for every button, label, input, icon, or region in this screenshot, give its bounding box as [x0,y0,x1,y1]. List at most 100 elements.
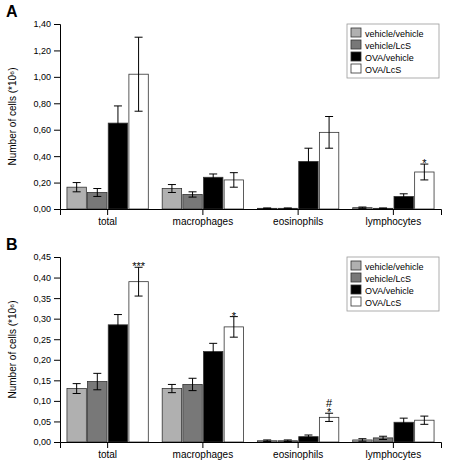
y-tick: 0,00 [33,204,60,214]
y-tick-mark [54,401,60,402]
error-bar-cap [400,193,408,194]
x-tick-label: eosinophils [273,216,323,227]
y-tick-label: 1,40 [33,19,51,29]
bar [183,194,202,209]
y-tick-mark [54,278,60,279]
significance-marker: * [422,157,427,169]
error-bar [284,207,292,209]
error-bar-cap [304,438,312,439]
legend-item: vehicle/LcS [351,40,411,51]
error-bar-cap [209,343,217,344]
legend-item: vehicle/vehicle [351,28,424,39]
x-axis: totalmacrophageseosinophilslymphocytes [61,442,442,460]
x-tick: eosinophils [273,209,323,227]
y-tick-label: 0,00 [33,437,51,447]
y-tick-mark [54,257,60,258]
error-bar-cap [284,441,292,442]
error-bar-cap [73,393,81,394]
error-bar-cap [114,105,122,106]
error-bar [209,343,217,359]
x-tick-label: total [98,449,117,460]
legend-item: vehicle/vehicle [351,261,424,272]
error-bar-cap [135,37,143,38]
error-bar-cap [168,192,176,193]
error-bar-cap [379,207,387,208]
error-bar [400,194,408,199]
y-tick: 0,10 [33,396,60,406]
x-tick: macrophages [173,442,234,460]
y-tick-label: 0,10 [33,396,51,406]
legend-label: vehicle/LcS [365,274,411,284]
legend-item: OVA/LcS [351,64,401,75]
x-tick-mark [202,209,203,215]
panel: 0,000,050,100,150,200,250,300,350,400,45… [6,236,442,460]
error-bar-cap [93,389,101,390]
y-axis-title: Number of cells (*10⁶) [7,300,18,398]
plot-area: 0,000,200,400,600,801,001,201,40totalmac… [7,19,442,227]
error-bar-cap [400,199,408,200]
error-bar-cap [189,378,197,379]
y-tick: 0,80 [33,99,60,109]
error-bar [73,183,81,192]
error-bar [189,378,197,390]
error-bar-stem [192,378,193,390]
y-tick-label: 1,20 [33,46,51,56]
error-bar [379,207,387,209]
x-tick-mark [107,442,108,448]
x-tick-label: macrophages [173,449,234,460]
y-tick-mark [54,339,60,340]
y-tick: 0,40 [33,152,60,162]
error-bar-cap [263,208,271,209]
x-tick: total [98,442,117,460]
y-tick: 1,20 [33,46,60,56]
panel-label: A [6,3,18,20]
error-bar-cap [209,173,217,174]
y-tick-mark [54,209,60,210]
legend-item: vehicle/LcS [351,273,411,284]
bar [257,441,276,442]
error-bar-stem [138,37,139,111]
y-tick-label: 0,00 [33,204,51,214]
y-tick-label: 0,40 [33,152,51,162]
error-bar-cap [400,426,408,427]
bar [108,325,127,442]
y-tick: 0,60 [33,125,60,135]
error-bar [263,207,271,209]
error-bar-cap [73,191,81,192]
y-tick: 1,40 [33,19,60,29]
error-bar [93,373,101,389]
y-tick: 0,15 [33,376,60,386]
x-axis-line [61,443,442,449]
error-bar-cap [420,179,428,180]
error-bar-stem [117,315,118,336]
x-tick: lymphocytes [366,442,422,460]
error-bar-stem [213,343,214,359]
legend: vehicle/vehiclevehicle/LcSOVA/vehicleOVA… [347,24,439,78]
bar [278,208,297,209]
error-bar-cap [304,174,312,175]
bar [183,384,202,442]
error-bar-stem [97,373,98,389]
error-bar-stem [192,192,193,197]
legend-swatch [351,297,361,306]
x-tick-label: lymphocytes [366,449,422,460]
x-tick-label: lymphocytes [366,216,422,227]
y-tick-label: 1,00 [33,72,51,82]
legend-swatch [351,273,361,282]
y-tick: 0,05 [33,417,60,427]
error-bar-stem [308,148,309,174]
error-bar [135,37,143,111]
error-bar-cap [325,421,333,422]
significance-marker: #* [326,397,333,418]
y-axis-line [54,258,61,443]
bar [353,208,372,209]
significance-line: * [422,157,427,169]
error-bar-cap [358,438,366,439]
y-tick-label: 0,40 [33,273,51,283]
error-bar-cap [379,439,387,440]
y-tick-label: 0,30 [33,314,51,324]
error-bar-cap [230,172,238,173]
y-axis-line [54,25,61,210]
y-tick: 0,35 [33,293,60,303]
x-tick-mark [298,209,299,215]
